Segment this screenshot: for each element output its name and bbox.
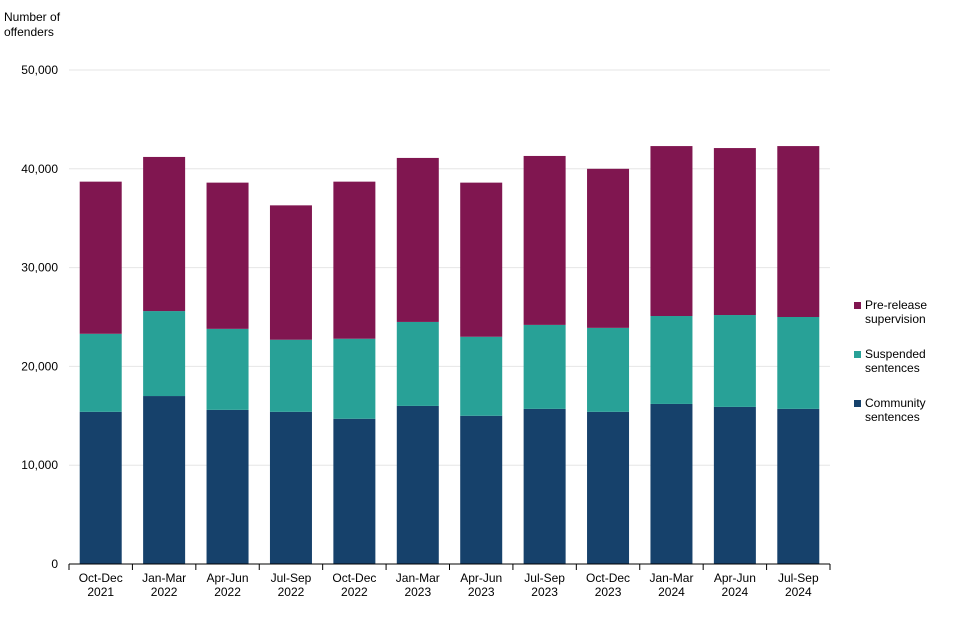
bar-segment-pre-release-supervision [523,155,566,325]
bar-segment-pre-release-supervision [396,157,439,322]
bar-segment-pre-release-supervision [143,156,186,312]
x-tick-label: Jul-Sep [778,571,819,585]
legend-label-line: Community [865,396,926,410]
legend-label-line: sentences [865,410,920,424]
bar-segment-suspended-sentences [143,311,186,397]
y-axis-title-line-1: Number of [4,10,61,24]
bar-segment-community-sentences [143,396,186,564]
x-tick-label: 2024 [658,585,685,599]
legend-swatch-suspended [854,351,861,358]
x-tick-label: Jul-Sep [524,571,565,585]
bar-segment-suspended-sentences [777,317,820,409]
bar-segment-suspended-sentences [460,336,503,416]
bar-segment-suspended-sentences [79,333,122,412]
x-tick-label: 2023 [468,585,495,599]
y-tick-label: 40,000 [21,162,58,176]
bar-segment-suspended-sentences [587,327,630,412]
x-tick-label: Apr-Jun [714,571,756,585]
bar-segment-community-sentences [523,408,566,564]
x-tick-label: Jan-Mar [649,571,693,585]
x-tick-label: 2024 [785,585,812,599]
bar-segment-community-sentences [460,415,503,564]
bar-segment-community-sentences [269,411,312,564]
bar-segment-community-sentences [587,411,630,564]
bar-segment-pre-release-supervision [206,182,249,329]
x-tick-label: Oct-Dec [79,571,123,585]
y-tick-label: 10,000 [21,458,58,472]
bar-segment-community-sentences [206,409,249,564]
bar-segment-suspended-sentences [333,338,376,419]
bar-segment-pre-release-supervision [460,182,503,337]
legend-item-pre-release: Pre-release supervision [854,298,945,326]
x-tick-label: Oct-Dec [332,571,376,585]
bar-segment-pre-release-supervision [269,205,312,340]
x-tick-label: Oct-Dec [586,571,630,585]
y-axis-title-line-2: offenders [4,25,54,39]
legend: Pre-release supervision Suspended senten… [854,298,945,445]
bar-segment-pre-release-supervision [333,181,376,339]
x-tick-label: 2022 [151,585,178,599]
x-tick-label: 2021 [87,585,114,599]
bar-segment-community-sentences [777,408,820,564]
bar-segment-pre-release-supervision [777,146,820,317]
bar-segment-pre-release-supervision [79,181,122,334]
y-tick-label: 20,000 [21,359,58,373]
x-tick-label: Jul-Sep [271,571,312,585]
x-tick-label: Jan-Mar [396,571,440,585]
bar-segment-suspended-sentences [650,316,693,404]
legend-item-suspended: Suspended sentences [854,347,945,375]
bar-segment-suspended-sentences [523,324,566,409]
bar-segment-suspended-sentences [713,315,756,407]
legend-label-line: Pre-release [865,298,928,312]
legend-swatch-community [854,400,861,407]
x-tick-label: 2023 [404,585,431,599]
legend-item-community: Community sentences [854,396,945,424]
x-tick-label: Jan-Mar [142,571,186,585]
bar-segment-community-sentences [396,405,439,564]
y-tick-label: 30,000 [21,261,58,275]
legend-label-line: supervision [865,312,926,326]
x-tick-label: 2023 [595,585,622,599]
bar-segment-suspended-sentences [206,328,249,410]
x-tick-label: Apr-Jun [460,571,502,585]
bar-segment-suspended-sentences [269,339,312,412]
y-axis-title: Number of offenders [4,10,60,40]
bar-segment-suspended-sentences [396,321,439,406]
x-tick-label: Apr-Jun [207,571,249,585]
x-tick-label: 2024 [722,585,749,599]
bar-segment-community-sentences [713,406,756,564]
x-tick-label: 2023 [531,585,558,599]
bar-segment-community-sentences [333,418,376,564]
y-tick-label: 50,000 [21,63,58,77]
bar-segment-community-sentences [79,411,122,564]
bar-segment-pre-release-supervision [650,146,693,317]
x-tick-label: 2022 [278,585,305,599]
legend-label-line: sentences [865,361,920,375]
bar-segment-community-sentences [650,403,693,564]
bar-segment-pre-release-supervision [587,168,630,328]
bar-segment-pre-release-supervision [713,148,756,316]
x-tick-label: 2022 [214,585,241,599]
x-tick-label: 2022 [341,585,368,599]
legend-swatch-pre-release [854,302,861,309]
legend-label-line: Suspended [865,347,926,361]
y-tick-label: 0 [51,557,58,571]
